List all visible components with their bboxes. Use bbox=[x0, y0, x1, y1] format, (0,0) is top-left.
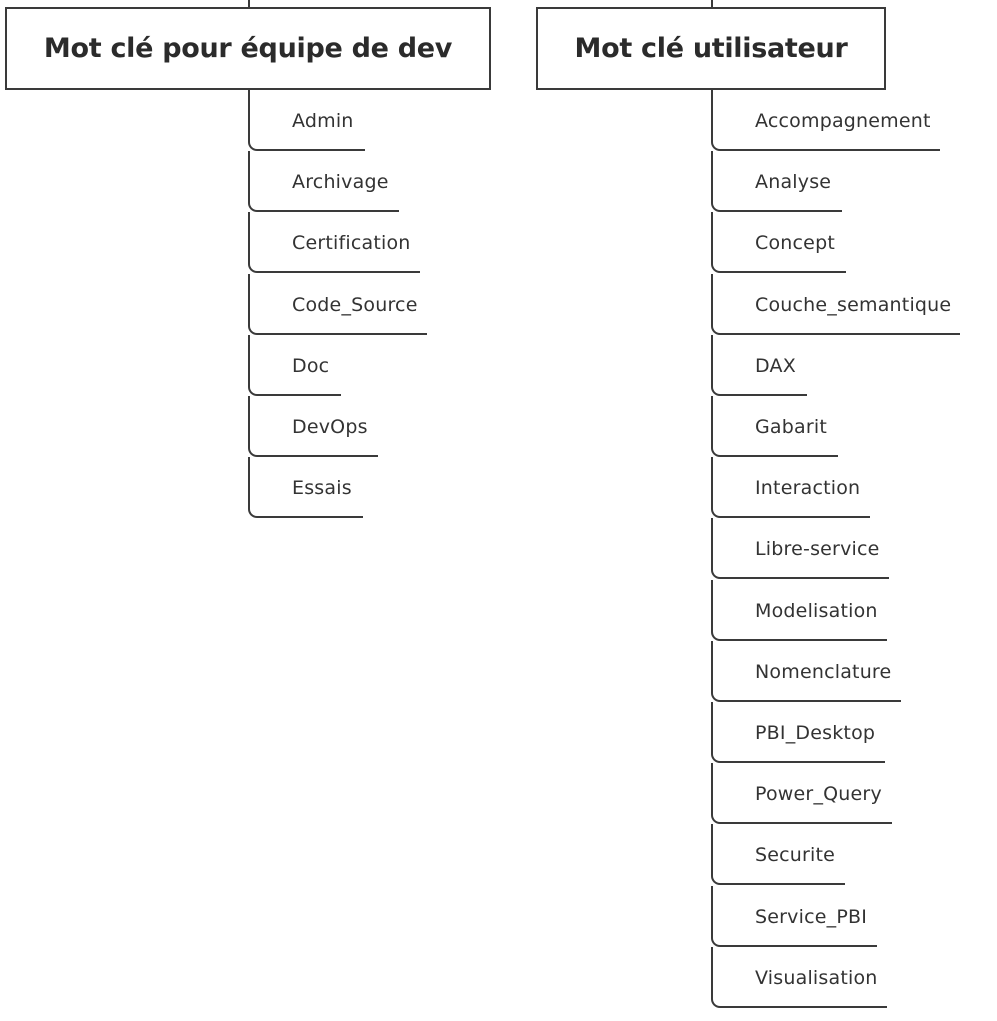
item-label: Accompagnement bbox=[755, 110, 931, 132]
group-dev-connector-top bbox=[248, 0, 250, 8]
item-label: Interaction bbox=[755, 477, 861, 500]
item-label: DevOps bbox=[292, 416, 368, 438]
item-connector-line bbox=[248, 334, 341, 396]
item-connector-line bbox=[711, 579, 888, 641]
item-label: Admin bbox=[292, 110, 354, 132]
item-label: Securite bbox=[755, 844, 836, 867]
item-connector-line bbox=[711, 518, 889, 580]
item-connector-line bbox=[711, 273, 960, 335]
item-label: DAX bbox=[755, 354, 796, 377]
item-connector-line bbox=[248, 396, 379, 457]
item-connector-line bbox=[711, 212, 846, 274]
item-label: Gabarit bbox=[755, 416, 828, 438]
group-dev-title: Mot clé pour équipe de dev bbox=[5, 7, 491, 90]
item-connector-line bbox=[248, 273, 428, 335]
item-connector-line bbox=[711, 640, 902, 702]
item-connector-line bbox=[711, 90, 940, 151]
item-label: Doc bbox=[292, 354, 330, 377]
item-label: Archivage bbox=[292, 171, 389, 194]
item-label: Certification bbox=[292, 232, 411, 255]
item-label: Essais bbox=[292, 477, 352, 500]
item-connector-line bbox=[248, 212, 420, 274]
item-label: Code_Source bbox=[292, 293, 418, 316]
item-label: Analyse bbox=[755, 171, 832, 194]
item-label: Couche_semantique bbox=[755, 293, 952, 316]
item-label: Power_Query bbox=[755, 783, 882, 806]
item-connector-line bbox=[711, 763, 892, 825]
item-connector-line bbox=[248, 457, 363, 519]
item-connector-line bbox=[711, 396, 838, 457]
item-label: Nomenclature bbox=[755, 660, 892, 683]
group-user-title: Mot clé utilisateur bbox=[536, 7, 886, 90]
item-label: Concept bbox=[755, 232, 835, 255]
item-connector-line bbox=[711, 457, 871, 519]
item-label: Visualisation bbox=[755, 966, 878, 989]
item-connector-line bbox=[711, 702, 885, 763]
item-connector-line bbox=[248, 151, 399, 213]
item-label: PBI_Desktop bbox=[755, 722, 876, 744]
group-user-connector-top bbox=[711, 0, 713, 8]
item-label: Modelisation bbox=[755, 599, 878, 622]
item-connector-line bbox=[711, 824, 846, 886]
item-connector-line bbox=[711, 151, 842, 213]
item-connector-line bbox=[711, 334, 808, 396]
item-connector-line bbox=[248, 90, 365, 151]
item-label: Service_PBI bbox=[755, 905, 868, 928]
item-connector-line bbox=[711, 885, 877, 947]
item-label: Libre-service bbox=[755, 538, 880, 561]
item-connector-line bbox=[711, 946, 887, 1008]
